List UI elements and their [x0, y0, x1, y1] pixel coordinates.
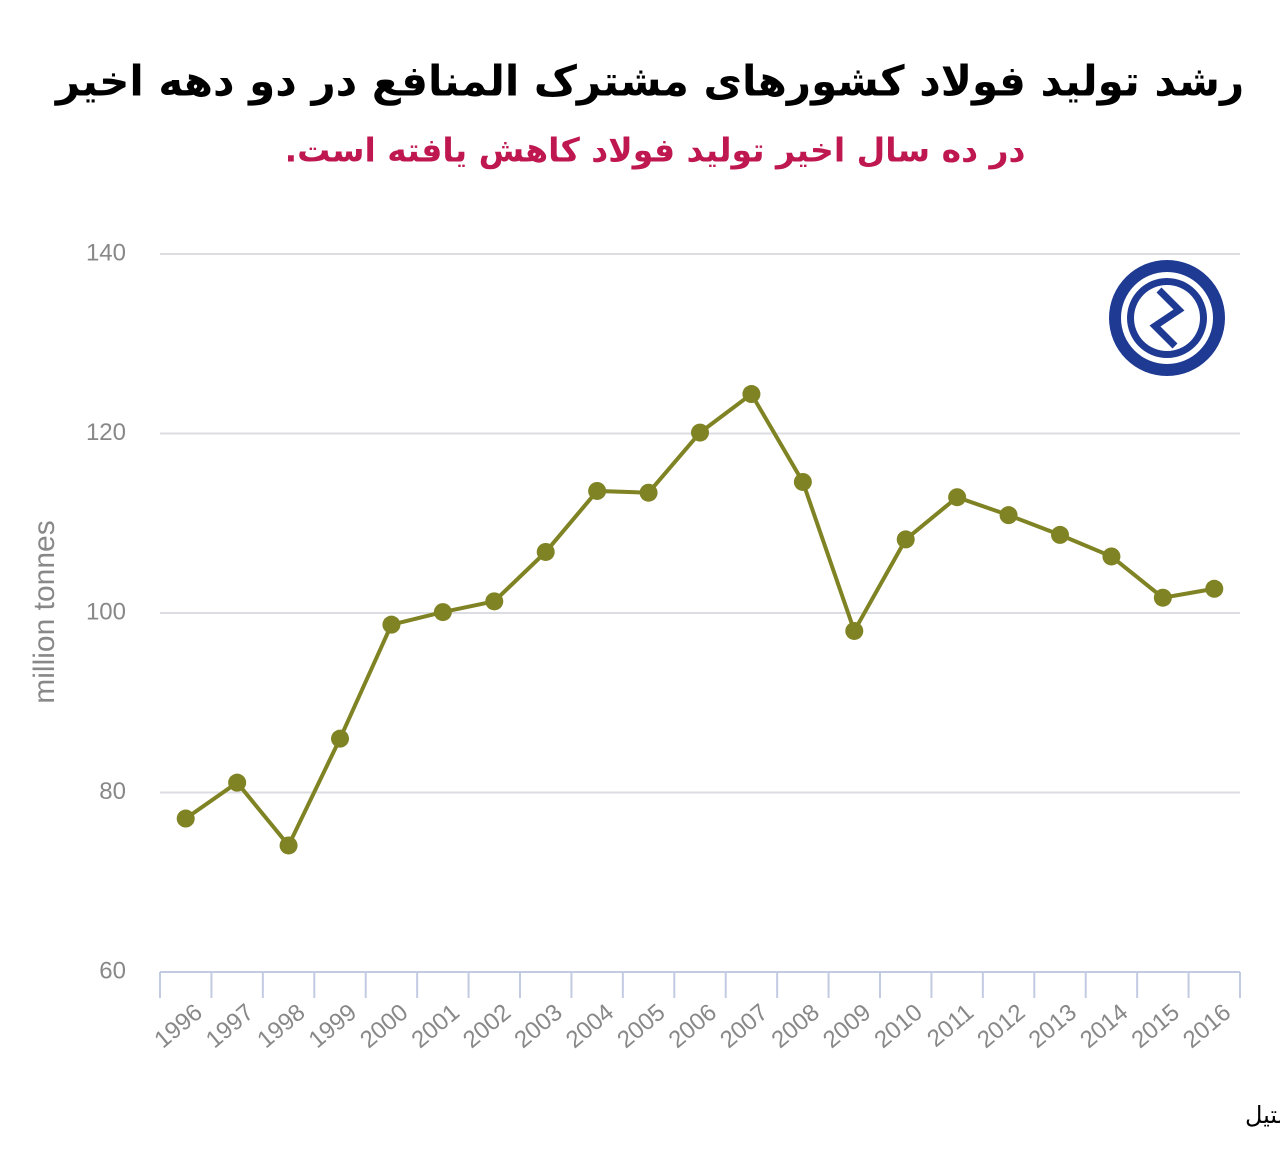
x-tick-label: 1998: [252, 999, 310, 1054]
data-point: [1153, 588, 1172, 607]
data-point: [948, 488, 967, 507]
data-point: [999, 506, 1018, 525]
x-tick-label: 1999: [304, 999, 362, 1054]
x-tick-label: 2003: [509, 999, 567, 1054]
data-point: [896, 530, 915, 549]
x-tick-label: 2007: [715, 999, 773, 1054]
data-point: [1102, 547, 1121, 566]
data-point: [485, 592, 504, 611]
x-tick-label: 2013: [1024, 999, 1082, 1054]
chart-subtitle: در ده سال اخیر تولید فولاد کاهش یافته اس…: [285, 131, 1026, 171]
x-tick-label: 2002: [458, 999, 516, 1054]
data-point: [793, 472, 812, 491]
x-tick-label: 2005: [612, 999, 670, 1054]
y-axis-label: million tonnes: [28, 520, 61, 703]
data-point: [639, 483, 658, 502]
y-tick-label: 120: [86, 419, 126, 446]
x-tick-label: 1996: [149, 999, 207, 1054]
data-point: [1205, 579, 1224, 598]
x-tick-label: 2014: [1075, 999, 1133, 1054]
data-point: [433, 603, 452, 622]
x-tick-label: 2011: [922, 999, 979, 1053]
x-tick-label: 2012: [972, 999, 1030, 1054]
x-tick-label: 2015: [1127, 999, 1185, 1054]
y-tick-label: 60: [99, 957, 126, 984]
x-tick-label: 2010: [869, 999, 927, 1054]
data-point: [279, 836, 298, 855]
x-tick-label: 2001: [407, 999, 465, 1054]
data-point: [1051, 525, 1069, 544]
x-tick-label: 2004: [561, 999, 619, 1054]
data-point: [228, 773, 247, 792]
data-point: [176, 809, 195, 828]
data-point: [742, 385, 761, 404]
data-point: [382, 615, 401, 634]
x-tick-label: 2009: [818, 999, 876, 1054]
data-point: [691, 423, 709, 442]
logo: [1109, 260, 1225, 376]
data-point: [536, 542, 555, 561]
y-tick-label: 80: [99, 778, 126, 805]
y-tick-label: 100: [86, 598, 126, 625]
x-tick-label: 2000: [355, 999, 413, 1054]
data-point: [588, 481, 607, 500]
series-line: [184, 391, 1215, 850]
logo-symbol: [1149, 287, 1185, 349]
x-tick-label: 2006: [664, 999, 722, 1054]
x-tick-label: 1997: [201, 999, 259, 1054]
data-point: [845, 621, 864, 640]
chart-title: رشد تولید فولاد کشورهای مشترک المنافع در…: [54, 57, 1244, 107]
x-tick-label: 2008: [767, 999, 825, 1054]
data-point: [331, 729, 349, 748]
source: منبع: ورلد استیل: [1245, 1101, 1280, 1129]
x-tick-label: 2016: [1178, 999, 1236, 1054]
y-tick-label: 140: [86, 239, 126, 266]
